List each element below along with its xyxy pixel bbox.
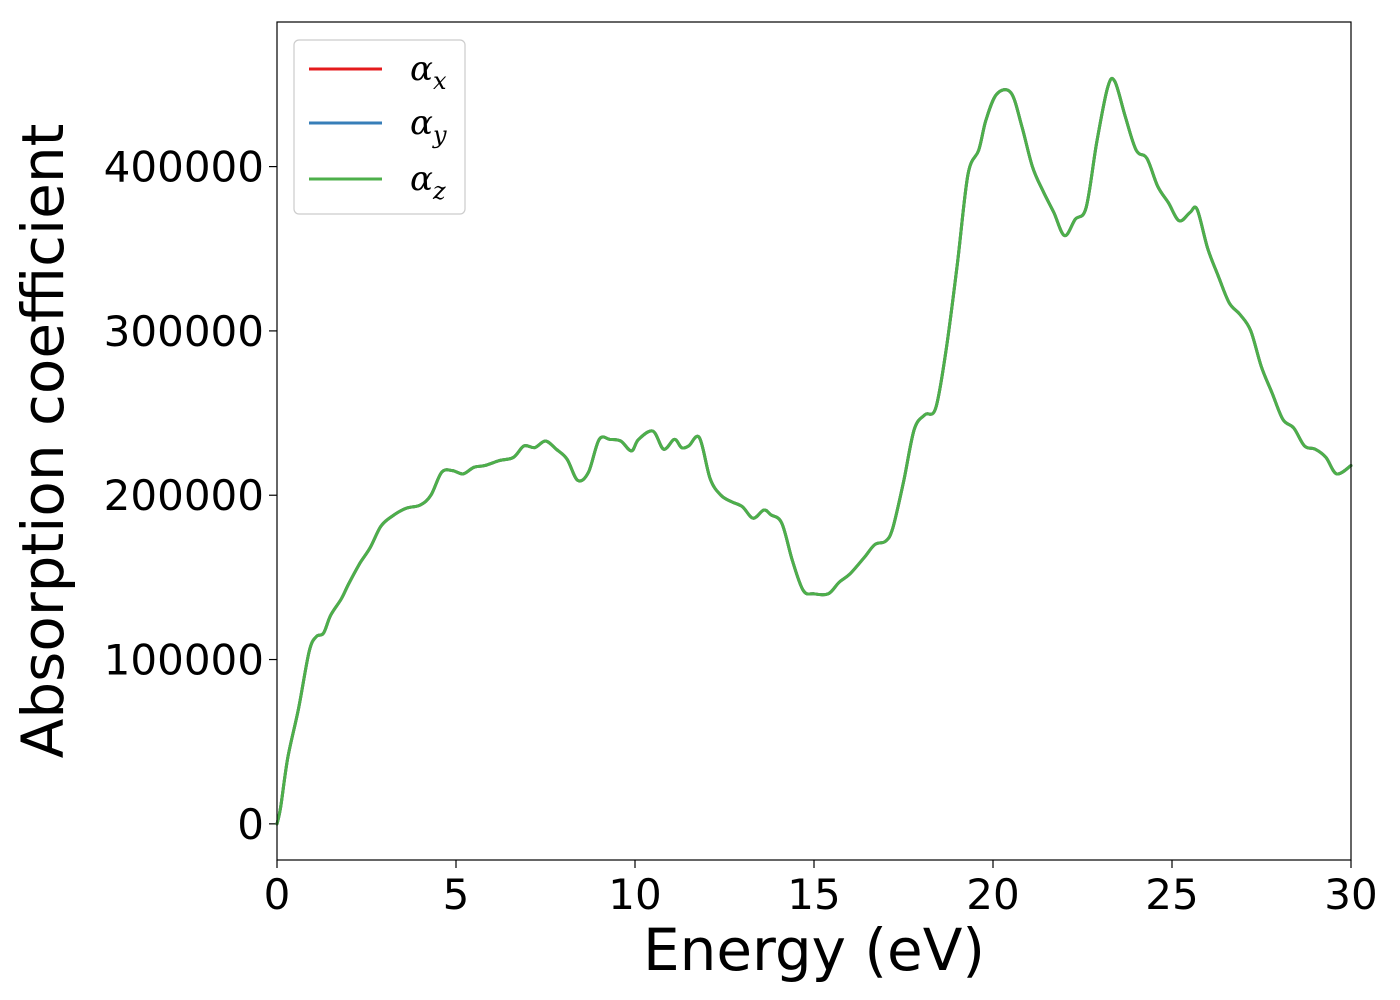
plot-frame bbox=[276, 21, 1352, 861]
legend-symbol: α bbox=[410, 103, 433, 143]
x-tick-label: 0 bbox=[264, 870, 291, 919]
legend-label-alpha-z: αz bbox=[410, 159, 446, 205]
series-lines bbox=[275, 76, 1353, 826]
x-tick-label: 30 bbox=[1324, 870, 1377, 919]
legend-box bbox=[293, 39, 466, 215]
y-tick-label: 0 bbox=[237, 800, 264, 849]
x-tick-label: 25 bbox=[1145, 870, 1198, 919]
x-tick-label: 15 bbox=[787, 870, 840, 919]
series-line-alpha-z bbox=[275, 76, 1353, 826]
legend-label-alpha-y: αy bbox=[410, 103, 447, 149]
x-axis: 0 5 10 15 20 25 30 bbox=[264, 860, 1378, 919]
y-tick-label: 100000 bbox=[104, 636, 264, 685]
legend-symbol: α bbox=[410, 159, 433, 199]
x-axis-title: Energy (eV) bbox=[643, 916, 985, 984]
y-axis: 0 100000 200000 300000 400000 bbox=[104, 143, 277, 849]
y-tick-label: 300000 bbox=[104, 307, 264, 356]
legend-subscript: x bbox=[433, 67, 447, 95]
y-tick-label: 200000 bbox=[104, 471, 264, 520]
legend-subscript: y bbox=[432, 121, 447, 149]
legend-label-alpha-x: αx bbox=[410, 49, 447, 95]
x-tick-label: 5 bbox=[443, 870, 470, 919]
legend-symbol: α bbox=[410, 49, 433, 89]
y-axis-title: Absorption coefficient bbox=[9, 124, 77, 759]
x-tick-label: 20 bbox=[966, 870, 1019, 919]
y-tick-label: 400000 bbox=[104, 143, 264, 192]
x-tick-label: 10 bbox=[608, 870, 661, 919]
legend-subscript: z bbox=[432, 177, 446, 205]
